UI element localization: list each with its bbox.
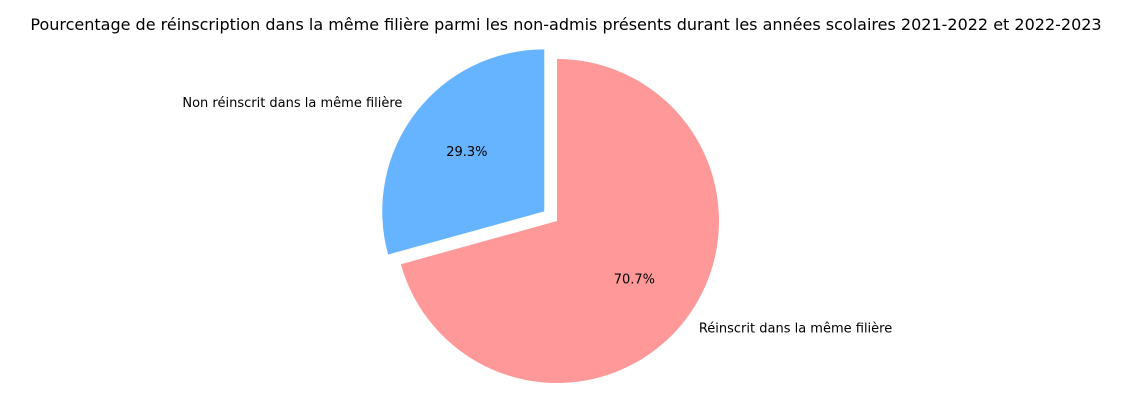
pie-slice-1 (382, 49, 545, 255)
pie-slice-0 (400, 59, 719, 383)
pie-slices (382, 49, 719, 383)
slice-percent-label-1: 29.3% (446, 145, 487, 160)
slice-percent-label-0: 70.7% (614, 272, 655, 287)
pie-labels: Réinscrit dans la même filière 70.7% Non r… (182, 96, 892, 336)
chart-title: Pourcentage de réinscription dans la mêm… (30, 15, 1101, 34)
slice-label-0: Réinscrit dans la même filière (699, 321, 892, 336)
slice-label-1: Non réinscrit dans la même filière (182, 96, 402, 111)
